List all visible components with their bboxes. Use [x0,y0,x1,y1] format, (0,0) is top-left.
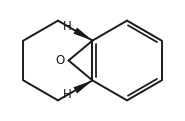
Polygon shape [73,27,92,41]
Text: H: H [63,88,72,101]
Text: H: H [63,20,72,33]
Polygon shape [73,80,92,94]
Text: O: O [55,54,64,67]
